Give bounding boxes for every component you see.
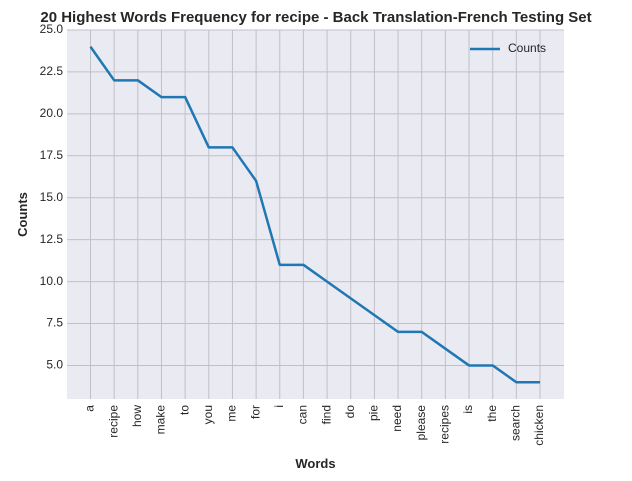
x-tick-label: can	[296, 405, 310, 424]
x-tick-label: pie	[367, 405, 381, 421]
x-tick-label: need	[390, 405, 404, 432]
y-tick-label: 5.0	[46, 358, 63, 372]
x-tick-label: find	[319, 405, 333, 424]
x-tick-label: a	[83, 405, 97, 412]
x-tick-labels: a recipe how make to you me for i can find do pie nee…	[83, 405, 547, 446]
y-tick-label: 22.5	[40, 64, 64, 78]
x-tick-label: the	[485, 405, 499, 422]
x-tick-label: is	[461, 405, 475, 414]
x-tick-label: how	[130, 405, 144, 427]
y-tick-label: 7.5	[46, 316, 63, 330]
x-tick-label: for	[248, 405, 262, 419]
x-axis-label: Words	[295, 456, 335, 471]
legend: Counts	[470, 41, 546, 55]
y-tick-label: 10.0	[40, 274, 64, 288]
series-group	[89, 46, 540, 384]
chart-title: 20 Highest Words Frequency for recipe - …	[40, 9, 591, 26]
x-tick-label: search	[509, 405, 523, 441]
x-tick-label: make	[154, 405, 168, 435]
y-tick-label: 12.5	[40, 232, 64, 246]
x-gridlines	[90, 30, 541, 399]
y-tick-label: 20.0	[40, 106, 64, 120]
x-tick-label: recipes	[438, 405, 452, 444]
x-tick-label: do	[343, 405, 357, 419]
y-tick-label: 25.0	[40, 22, 64, 36]
x-tick-label: recipe	[106, 405, 120, 438]
legend-entry-counts: Counts	[508, 41, 546, 55]
y-tick-label: 15.0	[40, 190, 64, 204]
x-tick-label: to	[177, 405, 191, 415]
x-tick-label: chicken	[532, 405, 546, 446]
y-tick-label: 17.5	[40, 148, 64, 162]
y-axis-label: Counts	[15, 192, 30, 237]
x-tick-label: me	[225, 405, 239, 422]
x-tick-label: please	[414, 405, 428, 441]
series-line-counts	[89, 46, 540, 384]
x-tick-label: i	[272, 405, 286, 408]
y-tick-labels: 5.0 7.5 10.0 12.5 15.0 17.5 20.0 22.5 25.0	[40, 22, 64, 371]
y-gridlines	[67, 29, 564, 366]
x-tick-label: you	[201, 405, 215, 424]
plot-area	[67, 30, 564, 399]
